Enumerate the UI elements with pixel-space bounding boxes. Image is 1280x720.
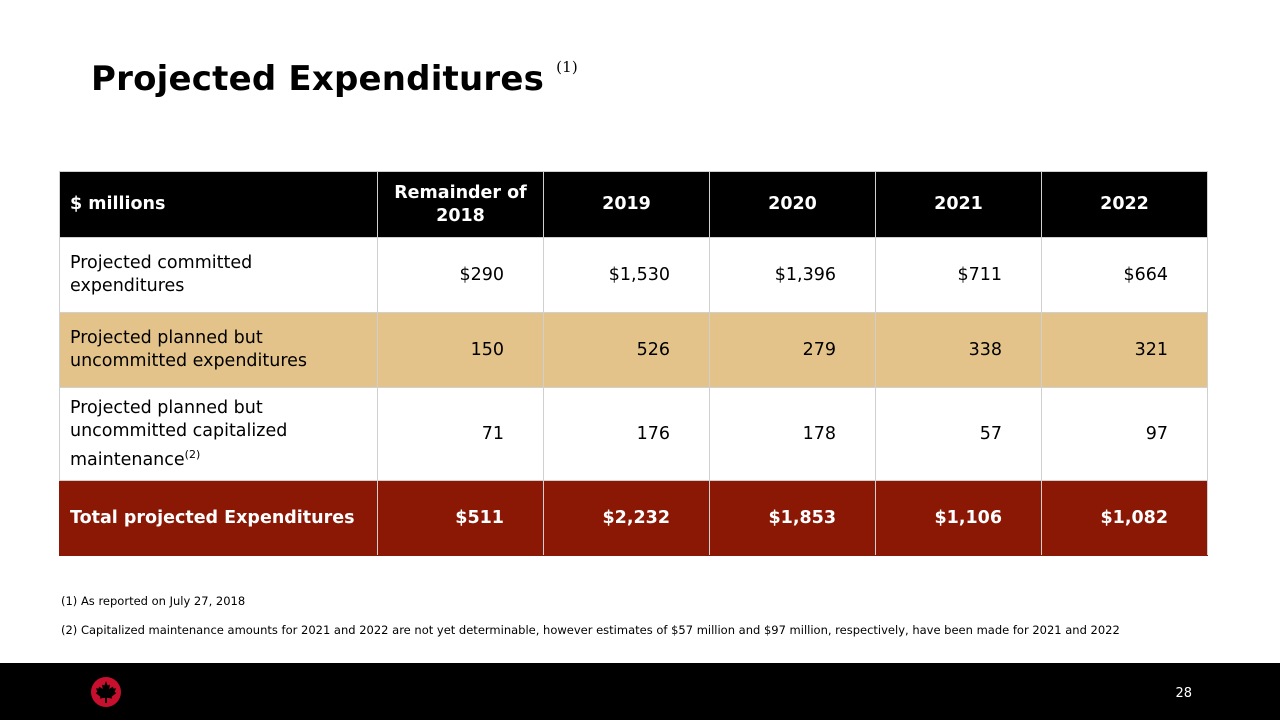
title-footnote-marker: (1) [556,58,578,76]
table-cell: $664 [1041,237,1208,313]
row-label-text: Projected planned but uncommitted expend… [70,328,308,371]
row-label: Projected planned but uncommitted expend… [59,312,378,388]
table-cell: $1,082 [1041,480,1208,556]
table-header-row: $ millions Remainder of 2018 2019 2020 2… [59,171,1208,238]
column-header-2021: 2021 [875,171,1042,238]
table-cell: $1,396 [709,237,876,313]
page-title-text: Projected Expenditures [91,59,545,99]
table-cell: $711 [875,237,1042,313]
table-cell: 176 [543,387,710,481]
table-cell: $1,853 [709,480,876,556]
column-header-2020: 2020 [709,171,876,238]
table-cell: 57 [875,387,1042,481]
table-row: Projected committed expenditures $290 $1… [59,237,1208,313]
table-cell: $1,530 [543,237,710,313]
footnote-1: (1) As reported on July 27, 2018 [61,594,246,608]
table-cell: 338 [875,312,1042,388]
row-label-text: Projected committed expenditures [70,253,253,296]
table-row: Projected planned but uncommitted capita… [59,387,1208,481]
table-cell: 526 [543,312,710,388]
table-cell: 321 [1041,312,1208,388]
column-header-2019: 2019 [543,171,710,238]
total-row: Total projected Expenditures $511 $2,232… [59,480,1208,556]
table-cell: 150 [377,312,544,388]
table-cell: 97 [1041,387,1208,481]
table-cell: $2,232 [543,480,710,556]
footnote-2: (2) Capitalized maintenance amounts for … [61,623,1120,637]
expenditures-table: $ millions Remainder of 2018 2019 2020 2… [59,171,1208,556]
table-cell: 279 [709,312,876,388]
footer-bar: 28 [0,663,1280,720]
table-cell: $290 [377,237,544,313]
page-number: 28 [1175,686,1192,701]
row-label-text: Total projected Expenditures [70,507,355,528]
column-header-2022: 2022 [1041,171,1208,238]
column-header-remainder-2018: Remainder of 2018 [377,171,544,238]
table-cell: $511 [377,480,544,556]
table-cell: $1,106 [875,480,1042,556]
row-label: Projected planned but uncommitted capita… [59,387,378,481]
page-title: Projected Expenditures (1) [91,58,578,99]
row-footnote-marker: (2) [184,447,201,461]
maple-leaf-roundel-icon [91,677,121,707]
table-row: Projected planned but uncommitted expend… [59,312,1208,388]
row-label: Projected committed expenditures [59,237,378,313]
row-label: Total projected Expenditures [59,480,378,556]
row-label-text: Projected planned but uncommitted capita… [70,397,288,470]
column-header-units: $ millions [59,171,378,238]
table-cell: 71 [377,387,544,481]
table-cell: 178 [709,387,876,481]
